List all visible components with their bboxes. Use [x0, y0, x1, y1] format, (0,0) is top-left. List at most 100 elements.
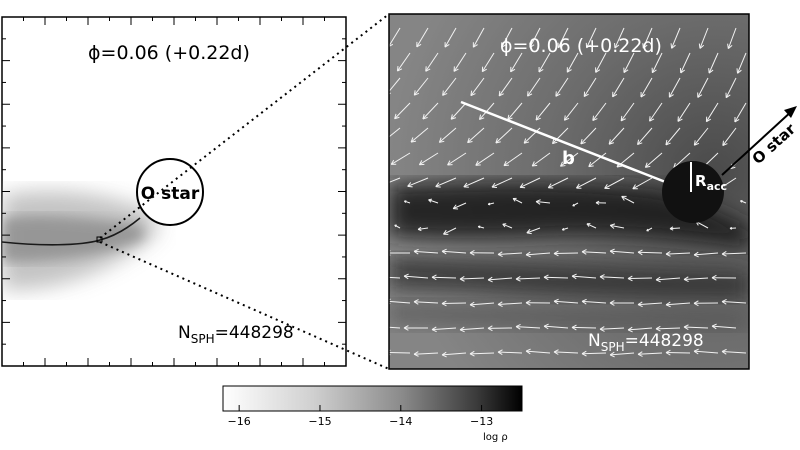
velocity-arrowhead — [722, 143, 728, 147]
velocity-arrowhead — [599, 274, 605, 278]
velocity-arrow — [614, 27, 625, 49]
velocity-arrowhead — [567, 69, 572, 73]
velocity-arrowhead — [727, 43, 729, 49]
velocity-arrow — [516, 326, 541, 329]
velocity-arrow — [572, 275, 597, 279]
velocity-arrowhead — [439, 140, 445, 143]
velocity-arrow — [680, 52, 691, 74]
velocity-arrowhead — [479, 117, 485, 120]
velocity-arrowhead — [581, 300, 587, 305]
velocity-arrow — [432, 327, 457, 331]
velocity-arrowhead — [609, 354, 615, 358]
velocity-arrow — [694, 350, 719, 354]
velocity-arrowhead — [736, 68, 739, 74]
velocity-arrowhead — [425, 68, 431, 72]
velocity-arrowhead — [407, 185, 413, 188]
velocity-arrowhead — [683, 276, 689, 280]
velocity-arrow — [441, 302, 467, 305]
velocity-arrowhead — [487, 327, 493, 332]
zoom-connector-top — [99, 13, 390, 239]
velocity-arrowhead — [665, 142, 671, 146]
velocity-arrow — [600, 276, 625, 279]
velocity-arrow — [413, 77, 429, 96]
velocity-arrowhead — [503, 160, 507, 166]
velocity-arrowhead — [413, 248, 419, 252]
velocity-arrowhead — [450, 114, 453, 120]
velocity-arrowhead — [414, 92, 420, 96]
velocity-arrowhead — [475, 160, 479, 166]
velocity-arrowhead — [637, 353, 643, 357]
velocity-arrowhead — [495, 138, 498, 144]
velocity-arrowhead — [403, 273, 409, 277]
velocity-arrowhead — [467, 141, 473, 144]
velocity-arrowhead — [677, 118, 683, 122]
velocity-arrow — [697, 77, 709, 98]
velocity-arrow — [507, 102, 523, 121]
velocity-arrow — [627, 277, 653, 280]
velocity-arrowhead — [473, 44, 478, 48]
velocity-arrowhead — [553, 351, 559, 355]
velocity-arrow — [389, 326, 401, 329]
velocity-arrow — [442, 352, 467, 356]
velocity-arrowhead — [721, 351, 727, 355]
velocity-arrowhead — [376, 324, 381, 326]
velocity-arrow — [431, 276, 457, 279]
velocity-arrowhead — [655, 276, 661, 281]
colorbar-label: log ρ — [483, 432, 508, 443]
velocity-arrowhead — [571, 275, 577, 280]
velocity-arrowhead — [441, 303, 447, 307]
velocity-arrowhead — [721, 301, 727, 305]
velocity-arrowhead — [411, 140, 417, 143]
velocity-arrow — [491, 177, 513, 188]
velocity-arrow — [414, 250, 439, 254]
velocity-arrowhead — [515, 276, 521, 280]
velocity-arrow — [414, 352, 439, 355]
velocity-arrowhead — [543, 274, 549, 278]
velocity-arrowhead — [443, 229, 447, 235]
velocity-arrowhead — [438, 137, 442, 143]
velocity-arrowhead — [394, 113, 397, 119]
velocity-arrow — [581, 352, 607, 355]
velocity-arrow — [425, 52, 439, 72]
velocity-arrowhead — [665, 251, 671, 255]
velocity-arrowhead — [581, 353, 587, 357]
velocity-arrowhead — [380, 186, 385, 187]
velocity-arrowhead — [580, 138, 583, 145]
left-nsph-label: NSPH=448298 — [178, 323, 294, 346]
velocity-arrowhead — [523, 138, 527, 144]
velocity-arrowhead — [669, 94, 674, 98]
velocity-arrowhead — [469, 353, 475, 357]
velocity-arrowhead — [571, 273, 577, 277]
colorbar-ticks: −16 −15 −14 −13 — [228, 405, 493, 428]
left-shock-line — [2, 217, 141, 246]
velocity-arrowhead — [497, 351, 503, 356]
velocity-arrowhead — [637, 249, 643, 253]
velocity-arrowhead — [697, 94, 703, 98]
velocity-arrowhead — [383, 137, 385, 142]
velocity-arrowhead — [637, 251, 643, 256]
velocity-arrow — [389, 27, 401, 47]
velocity-arrow — [389, 351, 411, 354]
velocity-arrow — [576, 177, 597, 189]
velocity-arrow — [442, 250, 467, 254]
velocity-arrow — [722, 252, 747, 255]
velocity-arrow — [621, 195, 635, 204]
velocity-arrowhead — [564, 117, 570, 121]
velocity-arrowhead — [394, 116, 400, 120]
velocity-arrowhead — [655, 325, 661, 330]
velocity-arrowhead — [469, 301, 475, 306]
velocity-arrow — [665, 127, 681, 146]
velocity-arrow — [673, 152, 691, 169]
velocity-arrowhead — [721, 253, 727, 257]
velocity-arrowhead — [729, 227, 733, 230]
velocity-arrowhead — [526, 232, 532, 235]
velocity-arrowhead — [397, 68, 403, 72]
velocity-arrow — [628, 327, 653, 331]
velocity-arrowhead — [609, 300, 615, 304]
velocity-arrowhead — [655, 328, 661, 332]
velocity-arrow — [481, 52, 495, 72]
velocity-arrowhead — [586, 223, 590, 227]
velocity-arrow — [502, 223, 513, 229]
velocity-arrow — [497, 351, 523, 354]
velocity-arrow — [722, 127, 737, 146]
